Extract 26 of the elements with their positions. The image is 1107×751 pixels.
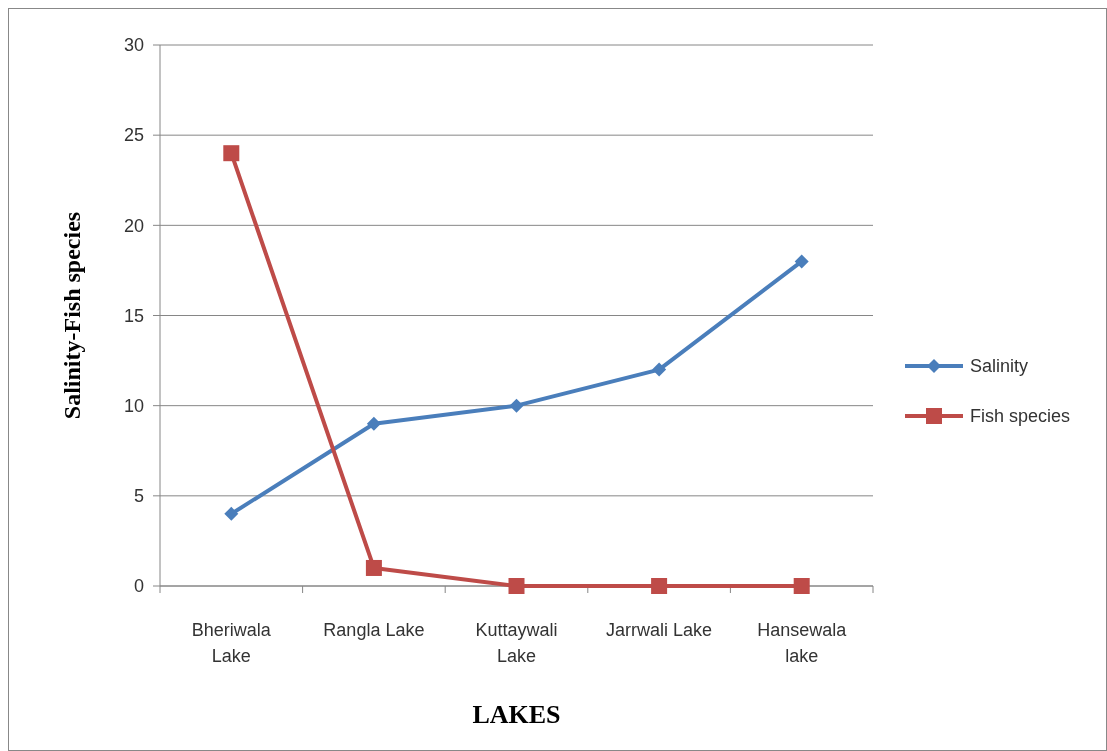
x-tick-label: Rangla Lake [323,620,425,640]
y-tick-label: 30 [123,35,144,56]
y-axis-title: Salinity-Fish species [59,211,85,420]
point [652,362,667,377]
point [509,398,524,413]
legend-label: Salinity [970,356,1029,377]
point [223,145,240,162]
point [794,254,809,269]
y-tick-label: 25 [123,125,144,146]
x-tick-label: Hansewala lake [757,620,848,666]
x-tick-label: Jarrwali Lake [606,620,713,640]
legend-label: Fish species [970,406,1071,427]
point [651,578,668,594]
y-tick-label: 20 [123,215,144,236]
point [365,559,382,576]
x-tick-label: Bheriwala Lake [191,620,272,666]
point [508,578,525,594]
point [224,506,239,521]
y-tick-label: 5 [133,486,144,507]
point [793,578,810,594]
point [366,416,381,431]
x-axis-title: LAKES [472,700,561,729]
x-tick-label: Kuttaywali Lake [475,620,558,666]
y-tick-label: 10 [123,395,144,416]
y-tick-label: 15 [123,305,144,326]
y-tick-label: 0 [133,576,144,597]
